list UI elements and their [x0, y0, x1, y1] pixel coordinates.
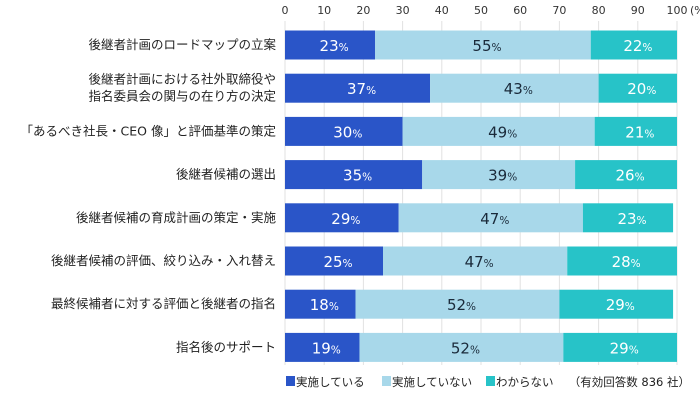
x-tick-label: 80: [592, 4, 606, 17]
x-tick-label: 30: [396, 4, 410, 17]
data-label: 28%: [612, 253, 641, 271]
data-label: 20%: [627, 80, 656, 98]
bar-segment: [355, 289, 560, 319]
data-label: 35%: [343, 167, 372, 185]
legend-label: わからない: [496, 375, 554, 389]
bar-segment: [582, 203, 674, 233]
category-label: 後継者候補の選出: [176, 167, 276, 182]
bar-segment: [285, 73, 431, 103]
legend-swatch: [486, 376, 495, 386]
data-label: 21%: [625, 123, 654, 141]
data-label: 47%: [480, 210, 509, 228]
category-label: 「あるべき社長・CEO 像」と評価基準の策定: [21, 123, 276, 138]
bar-segment: [285, 289, 356, 319]
bar-segment: [575, 160, 677, 190]
x-tick-label: 70: [552, 4, 566, 17]
data-label: 55%: [472, 37, 501, 55]
x-tick-label: 90: [631, 4, 645, 17]
bar-segment: [398, 203, 583, 233]
data-label: 47%: [465, 253, 494, 271]
bar-segment: [567, 246, 677, 276]
category-label: 指名後のサポート: [176, 339, 276, 354]
category-label: 後継者候補の評価、絞り込み・入れ替え: [51, 253, 276, 268]
x-tick-label: 100: [667, 4, 688, 17]
category-label: 指名委員会の関与の在り方の決定: [88, 89, 276, 104]
data-label: 23%: [617, 210, 646, 228]
data-label: 30%: [333, 123, 362, 141]
bar-segment: [594, 116, 677, 146]
data-label: 29%: [610, 339, 639, 357]
bar-segment: [563, 332, 677, 362]
data-label: 49%: [488, 123, 517, 141]
bar-segment: [285, 30, 376, 60]
category-label: 最終候補者に対する評価と後継者の指名: [51, 296, 276, 311]
bar-segment: [430, 73, 599, 103]
category-label: 後継者候補の育成計画の策定・実施: [76, 210, 277, 225]
data-label: 25%: [323, 253, 352, 271]
bar-segment: [285, 116, 403, 146]
data-label: 22%: [623, 37, 652, 55]
category-label: 後継者計画における社外取締役や: [88, 72, 276, 87]
legend-swatch: [286, 376, 295, 386]
x-tick-label: 40: [435, 4, 449, 17]
bar-segment: [375, 30, 591, 60]
data-label: 39%: [488, 167, 517, 185]
data-label: 23%: [320, 37, 349, 55]
data-label: 18%: [310, 296, 339, 314]
bar-segment: [285, 203, 399, 233]
x-tick-label: 20: [356, 4, 370, 17]
data-label: 19%: [312, 339, 341, 357]
data-label: 37%: [347, 80, 376, 98]
bar-segment: [598, 73, 677, 103]
bar-segment: [359, 332, 564, 362]
bar-segment: [402, 116, 595, 146]
data-label: 26%: [616, 167, 645, 185]
data-label: 52%: [447, 296, 476, 314]
bar-segment: [590, 30, 677, 60]
x-tick-label: 60: [513, 4, 527, 17]
data-label: 29%: [606, 296, 635, 314]
data-label: 29%: [331, 210, 360, 228]
legend-swatch: [382, 376, 391, 386]
sample-size-note: （有効回答数 836 社）: [569, 375, 690, 389]
bar-segment: [285, 246, 383, 276]
x-tick-label: 10: [317, 4, 331, 17]
bar-segment: [559, 289, 674, 319]
data-label: 43%: [504, 80, 533, 98]
category-label: 後継者計画のロードマップの立案: [88, 37, 276, 52]
bar-segment: [383, 246, 568, 276]
x-tick-label: 50: [474, 4, 488, 17]
x-unit-label: (%): [690, 4, 700, 17]
legend-label: 実施している: [296, 375, 365, 389]
data-label: 52%: [451, 339, 480, 357]
legend-label: 実施していない: [392, 375, 472, 389]
bar-segment: [422, 160, 576, 190]
bar-segment: [285, 332, 360, 362]
x-tick-label: 0: [282, 4, 289, 17]
bar-segment: [285, 160, 423, 190]
